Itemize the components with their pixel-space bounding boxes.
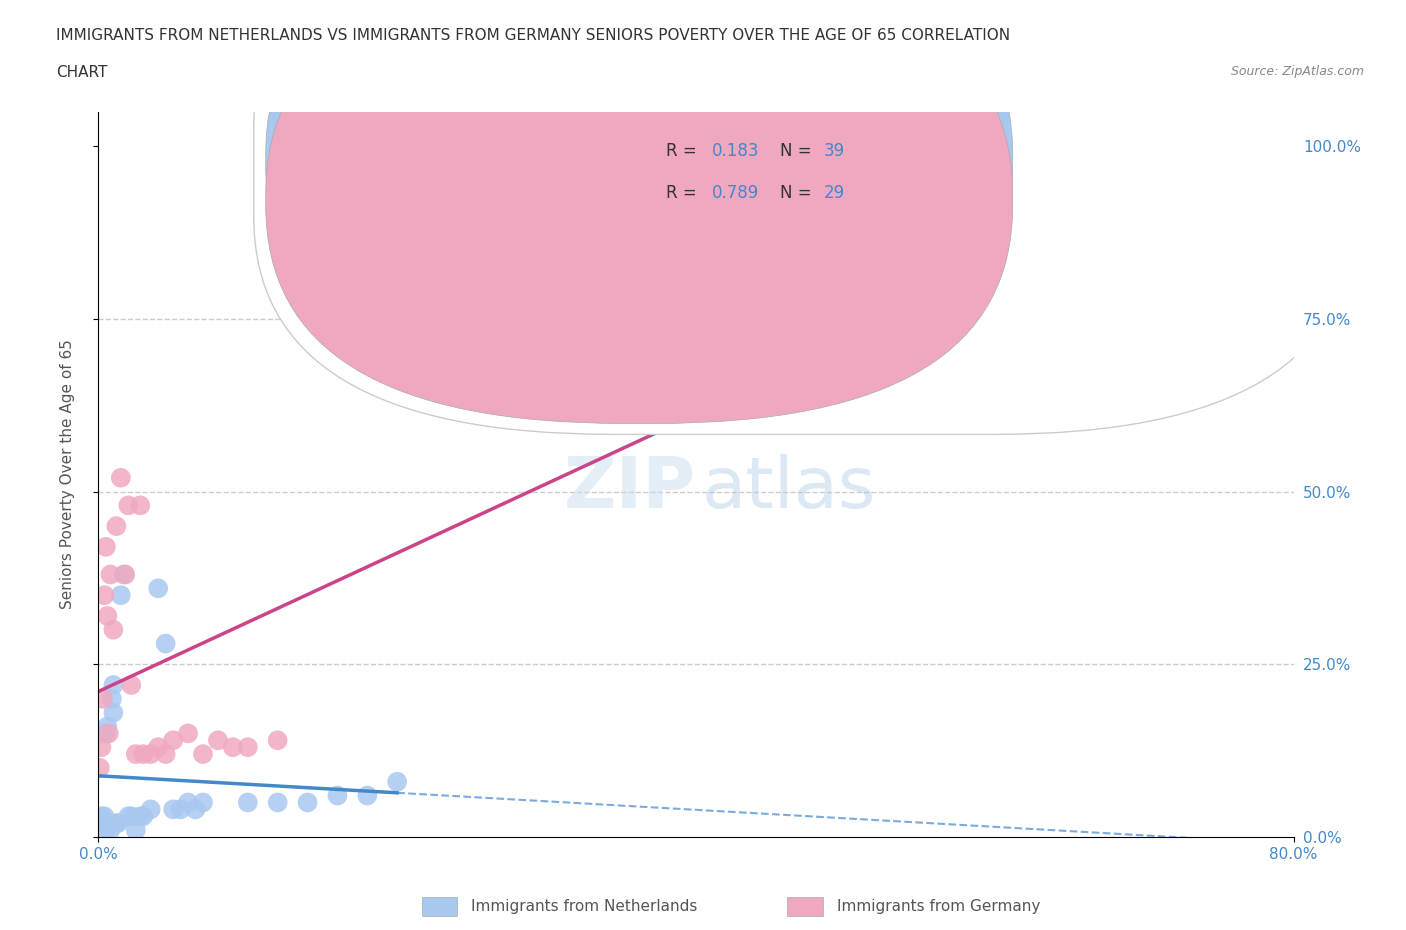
Point: [169, 802, 191, 817]
Text: IMMIGRANTS FROM NETHERLANDS VS IMMIGRANTS FROM GERMANY SENIORS POVERTY OVER THE : IMMIGRANTS FROM NETHERLANDS VS IMMIGRANT…: [56, 28, 1011, 43]
Y-axis label: Seniors Poverty Over the Age of 65: Seniors Poverty Over the Age of 65: [60, 339, 75, 609]
Point: [267, 795, 290, 810]
Point: [191, 747, 214, 762]
Text: Immigrants from Netherlands: Immigrants from Netherlands: [471, 899, 697, 914]
Point: [162, 802, 184, 817]
Text: 0.183: 0.183: [711, 142, 759, 161]
Point: [89, 761, 111, 776]
Point: [236, 739, 259, 754]
Point: [207, 733, 229, 748]
Point: [89, 816, 111, 830]
Point: [105, 816, 128, 830]
Point: [96, 608, 118, 623]
FancyBboxPatch shape: [266, 0, 1012, 423]
Point: [97, 816, 120, 830]
Point: [105, 519, 128, 534]
Point: [191, 795, 214, 810]
Text: CHART: CHART: [56, 65, 108, 80]
Point: [155, 636, 177, 651]
Text: 0.789: 0.789: [711, 184, 759, 202]
Point: [139, 747, 162, 762]
Point: [326, 788, 349, 803]
Point: [132, 747, 155, 762]
Point: [94, 823, 117, 838]
Point: [110, 471, 132, 485]
Point: [177, 795, 200, 810]
Point: [94, 726, 117, 741]
Point: [162, 733, 184, 748]
Point: [93, 816, 115, 830]
Point: [100, 816, 122, 830]
Point: [90, 809, 112, 824]
Text: 39: 39: [824, 142, 845, 161]
Point: [100, 823, 122, 838]
Point: [148, 739, 170, 754]
Point: [93, 809, 115, 824]
Point: [1133, 221, 1156, 236]
Point: [91, 691, 114, 706]
Text: atlas: atlas: [702, 455, 876, 524]
Point: [117, 498, 139, 512]
Point: [117, 809, 139, 824]
Point: [236, 795, 259, 810]
Point: [110, 588, 132, 603]
Text: Source: ZipAtlas.com: Source: ZipAtlas.com: [1230, 65, 1364, 78]
Point: [184, 802, 207, 817]
Point: [96, 719, 118, 734]
Point: [120, 809, 142, 824]
Point: [385, 775, 409, 790]
Point: [267, 733, 290, 748]
Point: [101, 691, 124, 706]
Point: [129, 809, 152, 824]
Point: [103, 705, 125, 720]
Point: [129, 498, 152, 512]
Point: [103, 678, 125, 693]
Point: [125, 747, 148, 762]
Point: [297, 795, 319, 810]
FancyBboxPatch shape: [254, 0, 1353, 434]
Point: [97, 726, 120, 741]
Point: [120, 678, 142, 693]
Point: [93, 588, 115, 603]
Point: [177, 726, 200, 741]
Text: N =: N =: [779, 184, 817, 202]
Text: N =: N =: [779, 142, 817, 161]
Point: [91, 816, 114, 830]
Point: [155, 747, 177, 762]
Text: R =: R =: [666, 142, 702, 161]
Point: [94, 539, 117, 554]
Point: [90, 823, 112, 838]
Point: [112, 567, 135, 582]
Point: [125, 823, 148, 838]
Point: [107, 816, 129, 830]
Point: [90, 739, 112, 754]
Point: [984, 139, 1007, 153]
Point: [356, 788, 378, 803]
Point: [103, 622, 125, 637]
Point: [139, 802, 162, 817]
Text: ZIP: ZIP: [564, 455, 696, 524]
Text: R =: R =: [666, 184, 702, 202]
Point: [114, 567, 136, 582]
FancyBboxPatch shape: [266, 0, 1012, 384]
Point: [222, 739, 245, 754]
Text: 29: 29: [824, 184, 845, 202]
Point: [100, 567, 122, 582]
Point: [148, 581, 170, 596]
Text: Immigrants from Germany: Immigrants from Germany: [837, 899, 1040, 914]
Point: [91, 823, 114, 838]
Point: [132, 809, 155, 824]
